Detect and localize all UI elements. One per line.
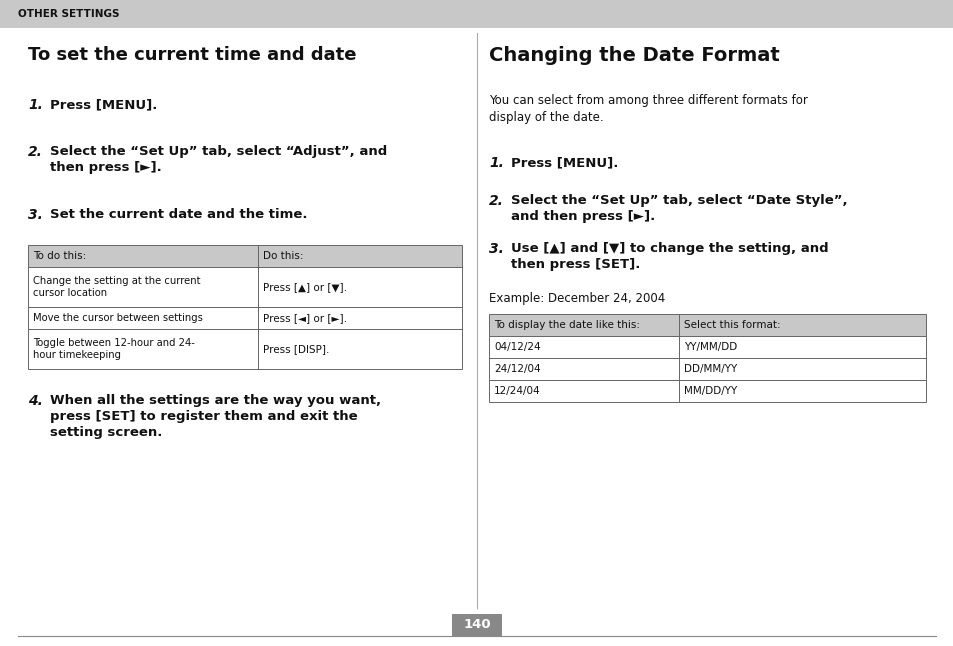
Text: 4.: 4. — [28, 394, 43, 408]
Text: 2.: 2. — [28, 145, 43, 159]
Text: Select this format:: Select this format: — [683, 320, 780, 330]
Text: 04/12/24: 04/12/24 — [494, 342, 540, 352]
Text: Changing the Date Format: Changing the Date Format — [489, 46, 779, 65]
Text: To do this:: To do this: — [33, 251, 86, 261]
Text: To display the date like this:: To display the date like this: — [494, 320, 639, 330]
Bar — [0, 0, 953, 28]
Text: Use [▲] and [▼] to change the setting, and
then press [SET].: Use [▲] and [▼] to change the setting, a… — [511, 242, 828, 271]
Text: DD/MM/YY: DD/MM/YY — [683, 364, 737, 374]
Bar — [489, 380, 925, 402]
Text: Select the “Set Up” tab, select “Adjust”, and
then press [►].: Select the “Set Up” tab, select “Adjust”… — [50, 145, 387, 174]
Bar — [489, 358, 925, 380]
Text: 140: 140 — [463, 618, 490, 632]
Bar — [28, 245, 461, 267]
Text: Press [MENU].: Press [MENU]. — [511, 156, 618, 169]
Text: Change the setting at the current
cursor location: Change the setting at the current cursor… — [33, 276, 200, 298]
Text: 12/24/04: 12/24/04 — [494, 386, 540, 396]
Text: 2.: 2. — [489, 194, 503, 208]
Text: 3.: 3. — [489, 242, 503, 256]
Text: YY/MM/DD: YY/MM/DD — [683, 342, 737, 352]
Text: When all the settings are the way you want,
press [SET] to register them and exi: When all the settings are the way you wa… — [50, 394, 381, 439]
Text: 1.: 1. — [28, 98, 43, 112]
Bar — [489, 336, 925, 358]
Text: Select the “Set Up” tab, select “Date Style”,
and then press [►].: Select the “Set Up” tab, select “Date St… — [511, 194, 846, 223]
Text: To set the current time and date: To set the current time and date — [28, 46, 356, 64]
Bar — [489, 314, 925, 336]
Bar — [28, 267, 461, 307]
Text: Move the cursor between settings: Move the cursor between settings — [33, 313, 203, 323]
Text: Press [▲] or [▼].: Press [▲] or [▼]. — [263, 282, 347, 292]
Text: Set the current date and the time.: Set the current date and the time. — [50, 208, 307, 221]
Text: Example: December 24, 2004: Example: December 24, 2004 — [489, 292, 664, 305]
Text: Press [MENU].: Press [MENU]. — [50, 98, 157, 111]
Bar — [452, 614, 501, 636]
Text: MM/DD/YY: MM/DD/YY — [683, 386, 737, 396]
Text: Toggle between 12-hour and 24-
hour timekeeping: Toggle between 12-hour and 24- hour time… — [33, 338, 194, 360]
Text: Do this:: Do this: — [263, 251, 303, 261]
Bar — [28, 307, 461, 329]
Bar — [28, 245, 461, 267]
Text: Press [◄] or [►].: Press [◄] or [►]. — [263, 313, 347, 323]
Text: 24/12/04: 24/12/04 — [494, 364, 540, 374]
Text: 1.: 1. — [489, 156, 503, 170]
Bar — [489, 314, 925, 336]
Text: Press [DISP].: Press [DISP]. — [263, 344, 329, 354]
Text: You can select from among three different formats for
display of the date.: You can select from among three differen… — [489, 94, 807, 123]
Text: OTHER SETTINGS: OTHER SETTINGS — [18, 9, 119, 19]
Bar — [28, 329, 461, 369]
Text: 3.: 3. — [28, 208, 43, 222]
